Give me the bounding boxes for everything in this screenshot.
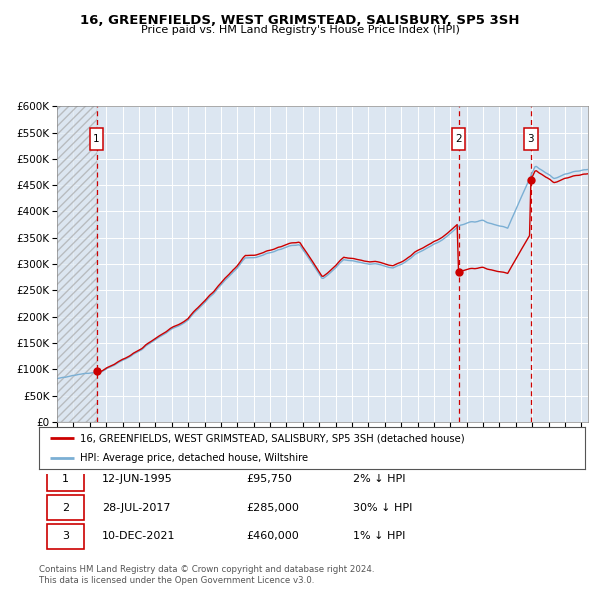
FancyBboxPatch shape: [452, 128, 466, 150]
Text: 3: 3: [62, 532, 69, 542]
Polygon shape: [57, 106, 97, 422]
Text: 3: 3: [527, 135, 534, 145]
Text: £460,000: £460,000: [247, 532, 299, 542]
Text: 12-JUN-1995: 12-JUN-1995: [102, 474, 173, 484]
Text: 16, GREENFIELDS, WEST GRIMSTEAD, SALISBURY, SP5 3SH (detached house): 16, GREENFIELDS, WEST GRIMSTEAD, SALISBU…: [80, 433, 464, 443]
FancyBboxPatch shape: [47, 495, 85, 520]
Text: £95,750: £95,750: [247, 474, 292, 484]
Text: 1: 1: [62, 474, 69, 484]
Text: 2: 2: [455, 135, 462, 145]
Text: 1% ↓ HPI: 1% ↓ HPI: [353, 532, 406, 542]
FancyBboxPatch shape: [47, 466, 85, 491]
Text: Contains HM Land Registry data © Crown copyright and database right 2024.
This d: Contains HM Land Registry data © Crown c…: [39, 565, 374, 585]
Text: 16, GREENFIELDS, WEST GRIMSTEAD, SALISBURY, SP5 3SH: 16, GREENFIELDS, WEST GRIMSTEAD, SALISBU…: [80, 14, 520, 27]
Text: 30% ↓ HPI: 30% ↓ HPI: [353, 503, 412, 513]
Text: HPI: Average price, detached house, Wiltshire: HPI: Average price, detached house, Wilt…: [80, 453, 308, 463]
Text: 28-JUL-2017: 28-JUL-2017: [102, 503, 170, 513]
FancyBboxPatch shape: [90, 128, 103, 150]
FancyBboxPatch shape: [47, 524, 85, 549]
Text: 2% ↓ HPI: 2% ↓ HPI: [353, 474, 406, 484]
Text: 2: 2: [62, 503, 70, 513]
FancyBboxPatch shape: [524, 128, 538, 150]
Text: £285,000: £285,000: [247, 503, 299, 513]
Text: 10-DEC-2021: 10-DEC-2021: [102, 532, 175, 542]
Text: 1: 1: [93, 135, 100, 145]
Text: Price paid vs. HM Land Registry's House Price Index (HPI): Price paid vs. HM Land Registry's House …: [140, 25, 460, 35]
